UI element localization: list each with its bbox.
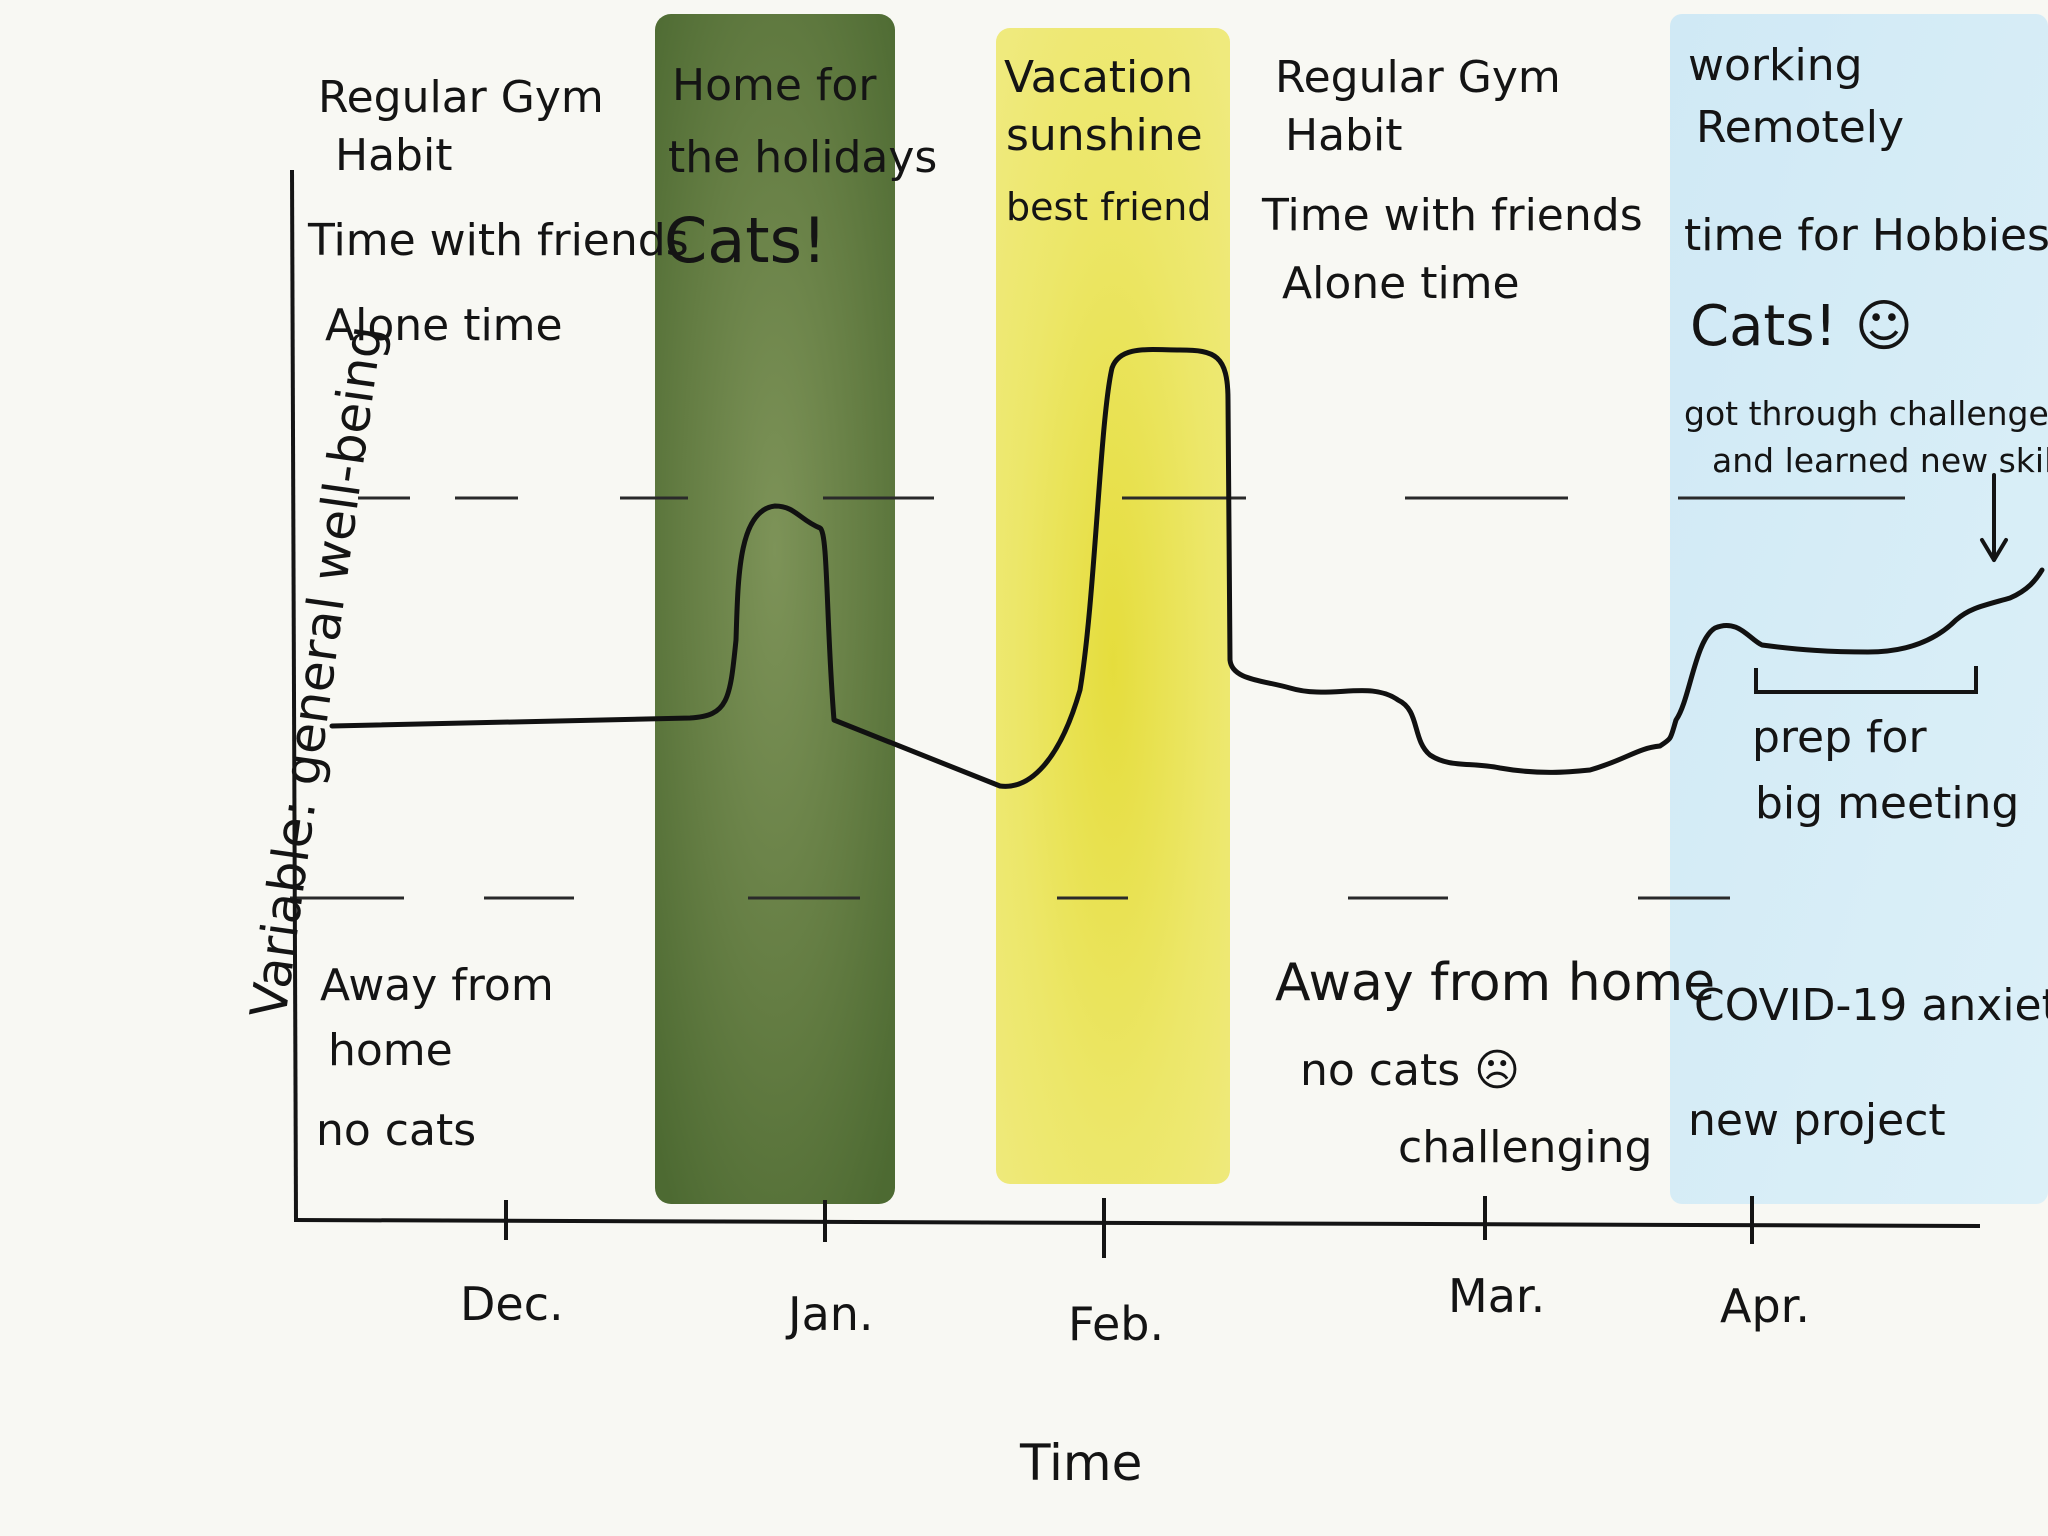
svg-text:Away from: Away from xyxy=(320,960,554,1011)
svg-text:Cats! ☺: Cats! ☺ xyxy=(1690,294,1913,359)
svg-text:COVID-19 anxiety: COVID-19 anxiety xyxy=(1694,980,2048,1031)
svg-text:challenging: challenging xyxy=(1398,1122,1652,1173)
svg-text:best friend: best friend xyxy=(1006,185,1211,229)
svg-text:time for Hobbies: time for Hobbies xyxy=(1684,210,2048,261)
col3-top-notes: Vacation sunshine best friend xyxy=(1004,52,1211,229)
well-being-series-line xyxy=(329,347,2045,789)
col4-bottom-notes: Away from home no cats ☹ challenging xyxy=(1275,953,1715,1173)
svg-text:Alone time: Alone time xyxy=(325,300,563,351)
y-axis xyxy=(290,169,298,1221)
svg-text:new project: new project xyxy=(1688,1095,1946,1146)
svg-text:prep for: prep for xyxy=(1752,712,1927,763)
svg-text:Regular Gym: Regular Gym xyxy=(1275,52,1561,103)
x-tick-label-apr: Apr. xyxy=(1720,1279,1810,1333)
svg-text:Home for: Home for xyxy=(672,60,877,111)
svg-text:Habit: Habit xyxy=(335,130,452,181)
svg-text:got through challenges: got through challenges xyxy=(1684,394,2048,433)
col5-mid-notes: got through challenges and learned new s… xyxy=(1684,394,2048,480)
svg-text:sunshine: sunshine xyxy=(1006,110,1203,161)
svg-text:Cats!: Cats! xyxy=(664,204,827,277)
y-axis-label: Variable: general well-being xyxy=(239,322,394,1022)
svg-text:Time with friends: Time with friends xyxy=(307,215,689,266)
svg-text:Alone time: Alone time xyxy=(1282,258,1520,309)
svg-text:the holidays: the holidays xyxy=(668,132,937,183)
holidays-band xyxy=(655,14,895,1204)
remote-band xyxy=(1670,14,2048,1204)
prep-bracket xyxy=(1754,666,1978,694)
col1-top-notes: Regular Gym Habit Time with friends Alon… xyxy=(307,72,689,351)
x-axis-label: Time xyxy=(1019,1434,1142,1492)
x-tick-label-feb: Feb. xyxy=(1068,1297,1164,1351)
svg-text:Regular Gym: Regular Gym xyxy=(318,72,604,123)
svg-text:working: working xyxy=(1688,40,1863,91)
col5-top-notes: working Remotely time for Hobbies Cats! … xyxy=(1684,40,2048,359)
svg-text:Away from home: Away from home xyxy=(1275,953,1715,1013)
svg-text:and learned new skill: and learned new skill xyxy=(1712,441,2048,480)
col1-bottom-notes: Away from home no cats xyxy=(316,960,554,1156)
col4-top-notes: Regular Gym Habit Time with friends Alon… xyxy=(1261,52,1643,309)
col5-bottom-notes: COVID-19 anxiety new project xyxy=(1688,980,2048,1146)
x-tick-label-jan: Jan. xyxy=(785,1287,874,1341)
svg-text:Remotely: Remotely xyxy=(1696,102,1904,153)
prep-notes: prep for big meeting xyxy=(1752,712,2019,829)
svg-text:Vacation: Vacation xyxy=(1004,52,1193,103)
svg-text:no cats: no cats xyxy=(316,1105,476,1156)
svg-text:Time with friends: Time with friends xyxy=(1261,190,1643,241)
x-tick-label-dec: Dec. xyxy=(460,1277,564,1331)
svg-text:big meeting: big meeting xyxy=(1755,778,2019,829)
svg-text:no cats ☹: no cats ☹ xyxy=(1300,1045,1520,1096)
x-axis xyxy=(293,1218,1981,1228)
svg-text:Habit: Habit xyxy=(1285,110,1402,161)
skill-arrow xyxy=(1980,473,2008,562)
x-tick-label-mar: Mar. xyxy=(1448,1269,1545,1323)
vacation-band xyxy=(996,28,1230,1184)
svg-text:home: home xyxy=(328,1025,453,1076)
col2-top-notes: Home for the holidays Cats! xyxy=(664,60,937,277)
